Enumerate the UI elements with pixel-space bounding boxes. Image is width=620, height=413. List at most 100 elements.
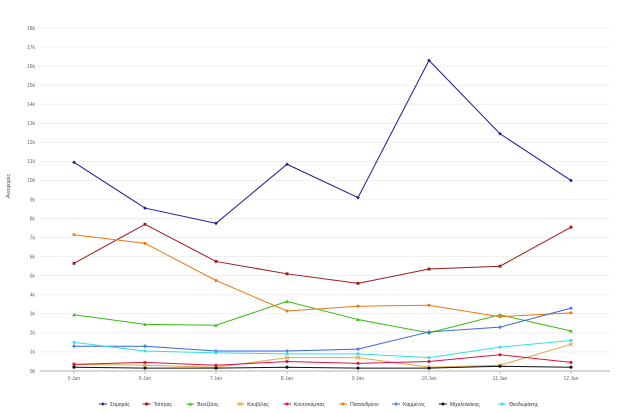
data-point (143, 322, 147, 326)
data-point (356, 317, 360, 321)
legend-item[interactable]: Τσίπρας (142, 402, 173, 408)
series-1 (72, 222, 573, 285)
legend-label: Καμμένος (403, 401, 425, 408)
data-point (285, 359, 289, 364)
data-point (498, 315, 502, 319)
x-tick-label: 6 Jan (139, 376, 151, 382)
series-2 (72, 299, 573, 335)
legend-item[interactable]: Κουβέλης (236, 401, 269, 408)
legend-item[interactable]: Θεοδωράκης (498, 401, 539, 408)
data-point (285, 272, 289, 276)
y-axis-label: Αναφορές (5, 173, 12, 198)
data-point (285, 299, 289, 303)
legend-item[interactable]: Σαμαράς (98, 401, 130, 408)
data-point (569, 365, 573, 369)
data-point (145, 402, 149, 406)
data-point (143, 349, 147, 353)
data-point (341, 402, 345, 406)
x-tick-label: 8 Jan (281, 376, 293, 382)
series-line (73, 59, 572, 224)
data-point (569, 225, 573, 229)
y-tick-label: 8k (30, 216, 36, 222)
series-line (73, 343, 572, 368)
legend-label: Παπανδρέου (350, 401, 379, 408)
data-point (188, 402, 193, 406)
legend-item[interactable]: Βενιζέλος (186, 401, 219, 408)
y-tick-label: 3k (30, 312, 36, 318)
y-tick-label: 5k (30, 274, 36, 280)
data-point (214, 351, 218, 355)
data-point (356, 304, 360, 308)
y-tick-label: 17k (27, 45, 36, 51)
x-tick-label: 11 Jan (493, 376, 508, 382)
series-7 (72, 364, 573, 370)
y-tick-label: 10k (27, 178, 36, 184)
x-tick-label: 10 Jan (421, 376, 436, 382)
data-point (356, 347, 360, 351)
legend-item[interactable]: Κουτσούμπας (283, 401, 325, 408)
data-point (214, 259, 218, 263)
data-point (285, 162, 289, 167)
data-point (498, 364, 502, 368)
data-point (569, 306, 573, 310)
data-point (143, 241, 147, 245)
legend-label: Κουβέλης (247, 401, 269, 408)
legend: Σαμαράς Τσίπρας Βενιζέλος Κουβέλης Κουτσούμπ… (98, 401, 539, 408)
series-0 (72, 58, 573, 226)
data-point (394, 402, 398, 406)
series-line (73, 365, 572, 369)
data-point (500, 402, 504, 406)
legend-label: Θεοδωράκης (509, 401, 539, 408)
series-line (73, 354, 572, 366)
legend-label: Μιχαλολιάκος (450, 401, 480, 408)
y-tick-label: 11k (27, 159, 35, 165)
data-point (101, 402, 105, 406)
legend-label: Τσίπρας (154, 402, 173, 408)
series-8 (72, 338, 573, 360)
series-layer (71, 58, 574, 370)
y-tick-label: 12k (27, 140, 36, 146)
series-5 (72, 233, 573, 319)
y-tick-label: 9k (30, 197, 36, 203)
data-point (427, 330, 431, 334)
data-point (356, 366, 360, 370)
data-point (498, 325, 502, 329)
legend-label: Βενιζέλος (197, 401, 219, 408)
data-point (285, 352, 289, 356)
data-point (498, 345, 502, 349)
x-tick-label: 12 Jan (563, 376, 578, 382)
x-axis: 5 Jan 6 Jan 7 Jan 8 Jan 9 Jan 10 Jan 11 Jan 12 … (68, 371, 579, 382)
data-point (498, 264, 502, 268)
data-point (214, 366, 218, 370)
legend-item[interactable]: Μιχαλολιάκος (438, 401, 480, 408)
legend-label: Σαμαράς (110, 401, 130, 408)
y-tick-label: 6k (30, 254, 36, 260)
data-point (356, 361, 360, 365)
data-point (498, 131, 502, 136)
data-point (214, 221, 218, 226)
data-point (238, 401, 243, 407)
data-point (72, 365, 76, 369)
legend-item[interactable]: Παπανδρέου (339, 401, 379, 408)
data-point (143, 206, 147, 210)
data-point (72, 344, 76, 349)
legend-item[interactable]: Καμμένος (392, 401, 426, 408)
y-tick-label: 13k (27, 121, 36, 127)
grid-layer (40, 27, 610, 372)
series-line (74, 307, 572, 352)
series-line (73, 340, 572, 359)
series-line (73, 223, 572, 284)
data-point (72, 312, 76, 317)
data-point (569, 338, 573, 343)
data-point (214, 363, 218, 367)
series-line (73, 300, 572, 334)
data-point (356, 195, 360, 200)
data-point (569, 329, 573, 333)
y-tick-label: 0k (30, 369, 36, 375)
data-point (284, 355, 290, 360)
data-point (72, 233, 76, 237)
y-tick-label: 15k (27, 83, 36, 89)
y-tick-label: 7k (30, 235, 36, 241)
